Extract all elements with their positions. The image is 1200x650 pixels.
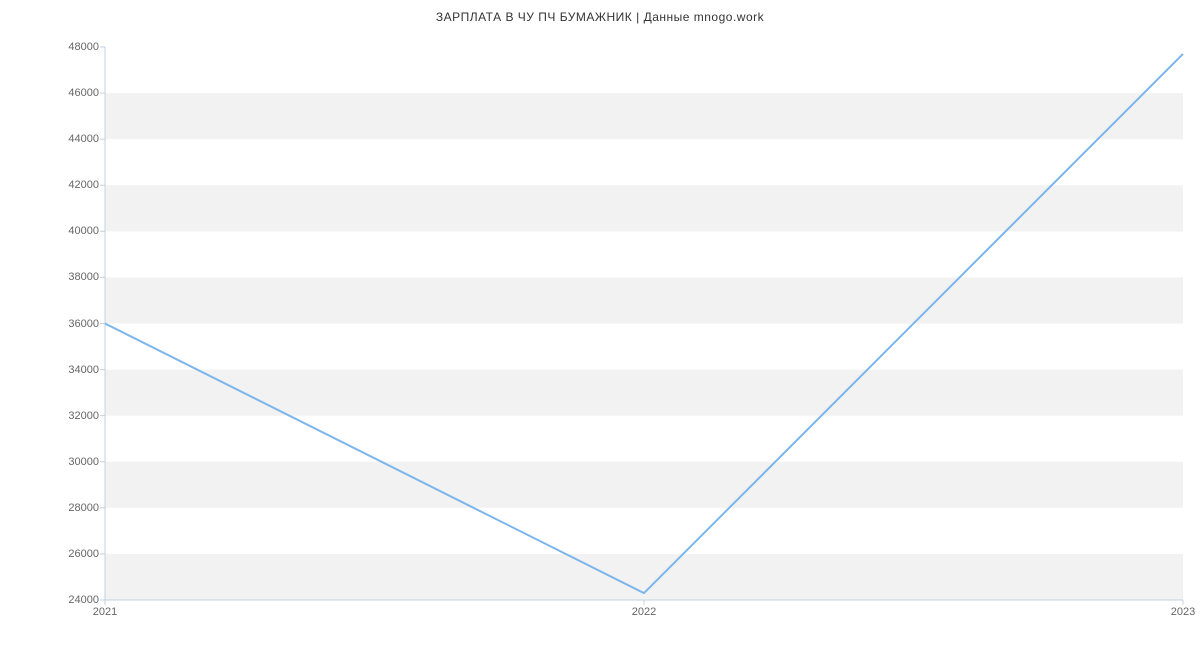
y-tick-label: 48000 — [68, 41, 99, 53]
chart-svg — [105, 47, 1183, 600]
x-tick-label: 2022 — [632, 606, 656, 618]
salary-line-chart: ЗАРПЛАТА В ЧУ ПЧ БУМАЖНИК | Данные mnogo… — [0, 0, 1200, 650]
x-tick-label: 2023 — [1171, 606, 1195, 618]
y-tick-label: 36000 — [68, 318, 99, 330]
y-tick-label: 42000 — [68, 179, 99, 191]
y-tick-label: 32000 — [68, 410, 99, 422]
plot-area: 2400026000280003000032000340003600038000… — [105, 47, 1183, 600]
y-tick-label: 26000 — [68, 548, 99, 560]
y-tick-label: 24000 — [68, 594, 99, 606]
y-tick-label: 38000 — [68, 271, 99, 283]
chart-title: ЗАРПЛАТА В ЧУ ПЧ БУМАЖНИК | Данные mnogo… — [0, 10, 1200, 24]
y-tick-label: 28000 — [68, 502, 99, 514]
x-tick-label: 2021 — [93, 606, 117, 618]
y-tick-label: 44000 — [68, 133, 99, 145]
y-tick-label: 34000 — [68, 364, 99, 376]
y-tick-label: 40000 — [68, 225, 99, 237]
y-tick-label: 46000 — [68, 87, 99, 99]
y-tick-label: 30000 — [68, 456, 99, 468]
